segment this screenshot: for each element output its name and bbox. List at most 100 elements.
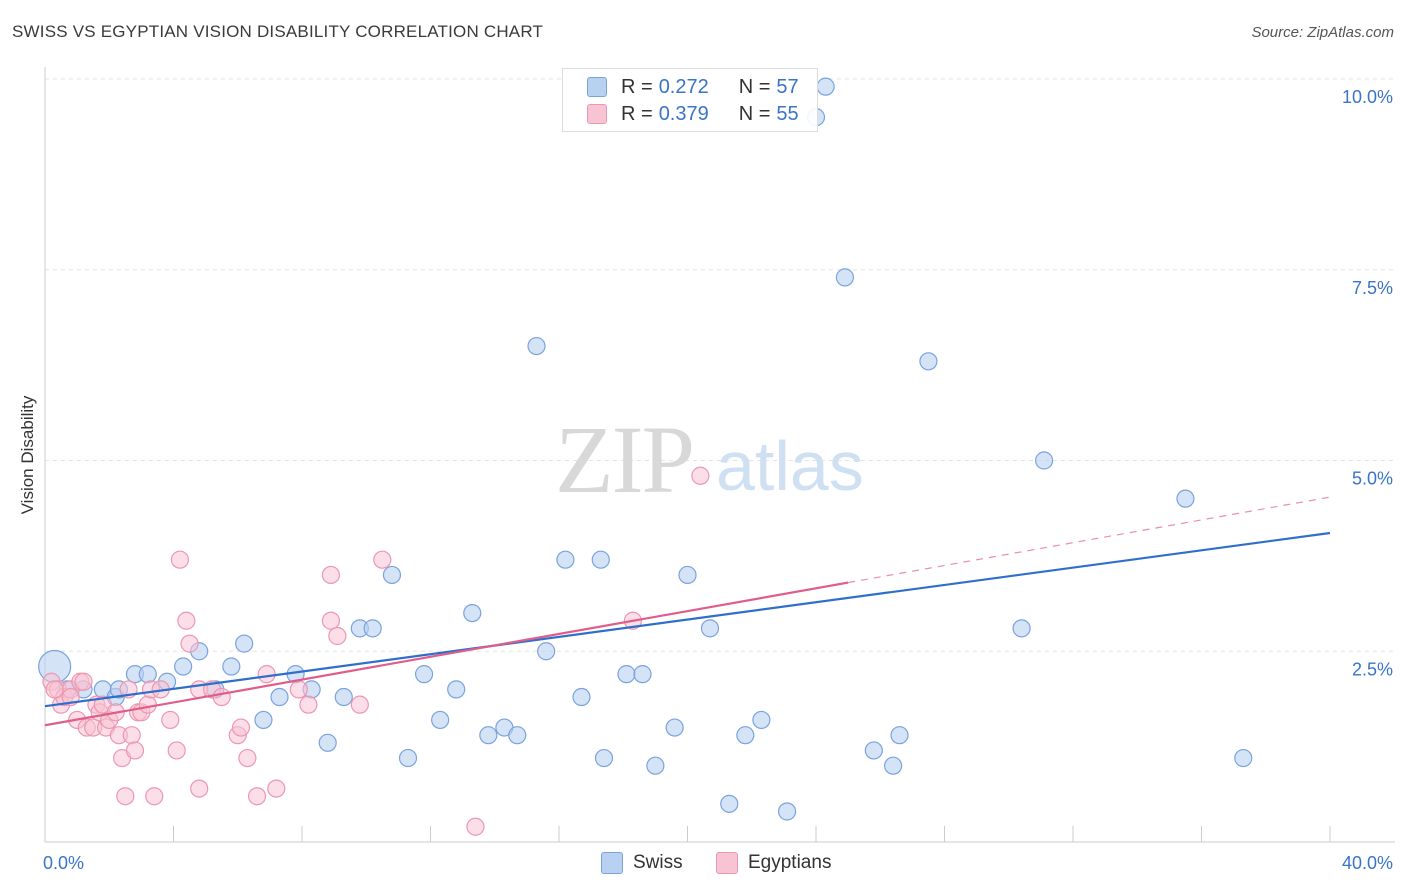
swiss-point <box>1034 451 1054 470</box>
swiss-point <box>777 802 797 821</box>
swiss-point <box>646 756 665 775</box>
egyptians-point <box>328 626 347 646</box>
egyptians-swatch <box>716 852 738 874</box>
swiss-point <box>1234 748 1253 768</box>
swiss-point <box>816 77 835 96</box>
swiss-point <box>633 665 652 684</box>
swiss-point <box>527 336 546 356</box>
egyptians-point <box>321 565 341 585</box>
egyptians-point <box>373 550 392 569</box>
swiss-trend-line <box>44 531 1331 708</box>
n-label: N = <box>738 102 771 125</box>
egyptians-point <box>125 741 145 760</box>
r-value: 0.379 <box>658 102 709 125</box>
legend-item-egyptians[interactable]: Egyptians <box>716 852 831 874</box>
swiss-point <box>318 733 337 752</box>
egyptians-point <box>466 817 485 836</box>
grid-lines <box>45 78 1395 652</box>
swiss-point <box>678 565 697 585</box>
swiss-point <box>700 619 720 638</box>
egyptians-point <box>180 634 199 653</box>
egyptians-point <box>321 611 341 630</box>
swiss-point <box>594 748 614 768</box>
y-tick-label: 5.0% <box>1352 469 1393 489</box>
egyptians-point <box>177 611 196 630</box>
swiss-point <box>864 741 883 760</box>
egyptians-point <box>167 741 186 760</box>
y-tick-label: 7.5% <box>1352 278 1393 298</box>
correlation-legend: R = 0.272 N = 57 R = 0.379 N = 55 <box>562 68 818 132</box>
legend-label-swiss: Swiss <box>633 852 683 873</box>
egyptians-point <box>289 680 308 699</box>
legend-row-egyptians: R = 0.379 N = 55 <box>587 102 799 126</box>
swiss-swatch <box>587 77 607 97</box>
egyptians-point <box>145 787 164 806</box>
swiss-point <box>752 710 771 730</box>
swiss-swatch <box>601 852 623 874</box>
swiss-point <box>235 634 254 653</box>
swiss-point <box>1176 489 1195 508</box>
n-value: 55 <box>776 102 799 125</box>
egyptians-point <box>691 466 710 485</box>
swiss-point <box>617 665 636 684</box>
egyptians-point <box>212 687 231 707</box>
swiss-point <box>890 726 909 745</box>
swiss-point <box>835 268 855 287</box>
axes <box>44 67 1395 843</box>
swiss-point <box>665 718 684 737</box>
egyptians-point <box>238 748 257 768</box>
r-label: R = <box>621 102 653 125</box>
egyptians-point <box>267 779 286 798</box>
x-tick-label: 0.0% <box>43 853 84 873</box>
egyptians-point <box>299 695 318 714</box>
r-value: 0.272 <box>658 75 709 98</box>
trend-lines <box>44 496 1331 727</box>
egyptians-point <box>190 779 209 798</box>
chart-title: SWISS VS EGYPTIAN VISION DISABILITY CORR… <box>12 22 544 41</box>
egyptians-point <box>45 680 64 699</box>
swiss-point <box>479 726 498 745</box>
n-value: 57 <box>776 75 799 98</box>
egyptians-points <box>42 466 710 836</box>
egyptians-point <box>170 550 190 569</box>
swiss-point <box>447 680 466 699</box>
egyptians-point <box>161 710 180 730</box>
egyptians-point <box>247 787 267 806</box>
egyptians-point <box>257 665 276 684</box>
swiss-point <box>591 550 610 569</box>
egyptians-trend-line <box>44 581 849 727</box>
swiss-point <box>334 687 353 707</box>
swiss-point <box>508 726 527 745</box>
swiss-point <box>254 710 273 730</box>
swiss-point <box>537 642 556 661</box>
legend-item-swiss[interactable]: Swiss <box>601 852 683 874</box>
egyptians-swatch <box>587 104 607 124</box>
n-label: N = <box>738 75 771 98</box>
swiss-point <box>398 748 418 768</box>
egyptians-point <box>138 695 157 714</box>
tick-labels: 2.5% 5.0% 7.5% 10.0% 0.0% 40.0% <box>43 87 1393 873</box>
egyptians-point <box>74 672 93 691</box>
swiss-point <box>382 565 402 585</box>
swiss-point <box>363 619 382 638</box>
swiss-point <box>270 687 289 707</box>
watermark-atlas: atlas <box>716 427 864 505</box>
swiss-point <box>463 603 482 623</box>
y-tick-label: 2.5% <box>1352 659 1393 679</box>
swiss-point <box>556 550 575 569</box>
r-label: R = <box>621 75 653 98</box>
legend-row-swiss: R = 0.272 N = 57 <box>587 75 799 99</box>
series-legend: Swiss Egyptians <box>0 852 1406 878</box>
watermark: ZIP atlas <box>555 406 864 513</box>
egyptians-trend-extension <box>848 496 1331 584</box>
legend-label-egyptians: Egyptians <box>748 852 832 873</box>
swiss-point <box>174 657 193 676</box>
egyptians-point <box>231 718 251 737</box>
source-label: Source: ZipAtlas.com <box>1251 24 1394 41</box>
x-tick-label: 40.0% <box>1342 853 1393 873</box>
watermark-zip: ZIP <box>555 406 693 513</box>
swiss-point <box>414 665 434 684</box>
swiss-point <box>572 687 591 707</box>
swiss-point <box>883 756 903 775</box>
